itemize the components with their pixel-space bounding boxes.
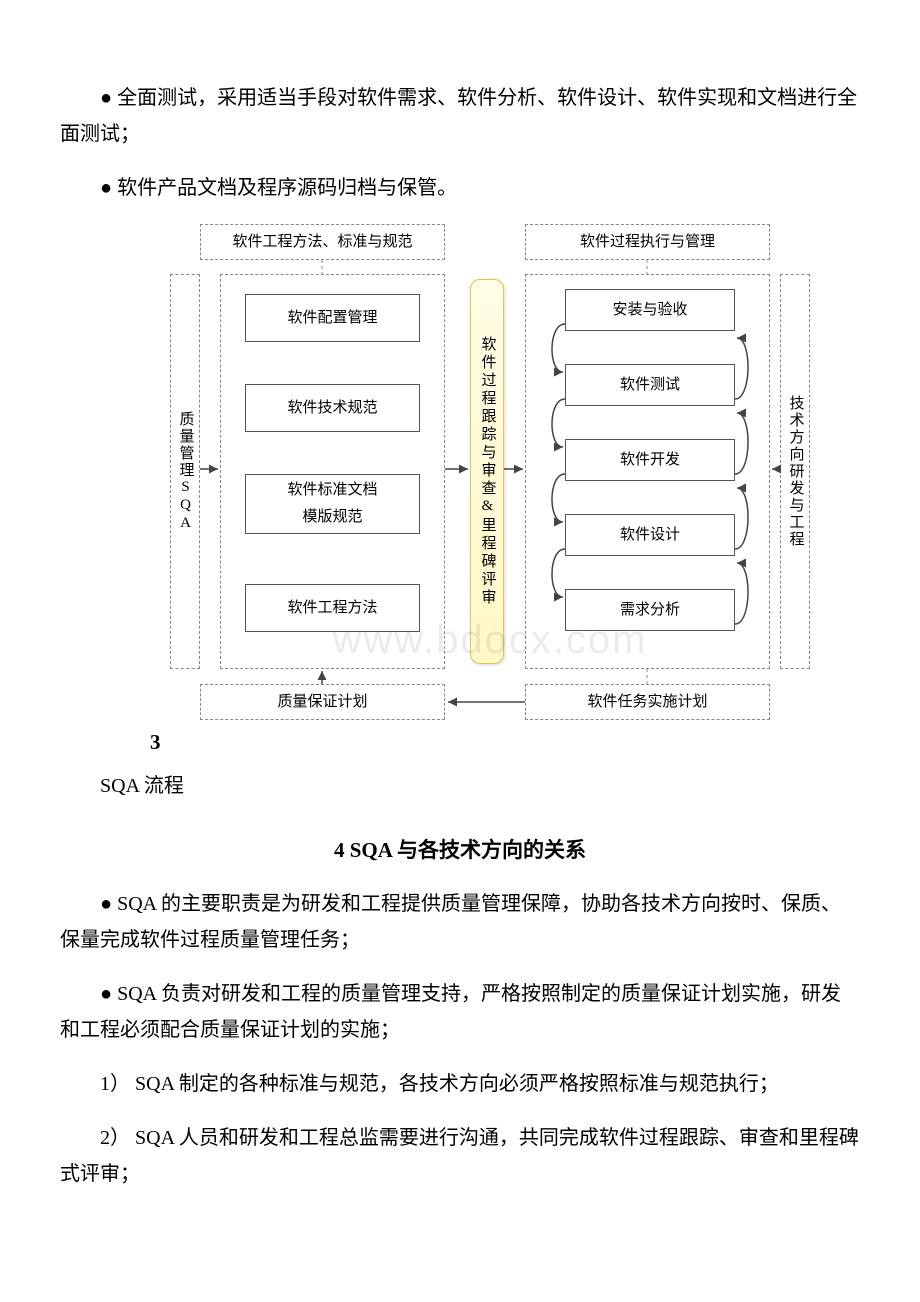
label: 软件任务实施计划 bbox=[587, 689, 707, 716]
right-box-5: 需求分析 bbox=[565, 589, 735, 631]
diagram-right-container: 技术方向研发与工程 bbox=[780, 274, 810, 669]
paragraph-numbered-2: 2） SQA 人员和研发和工程总监需要进行沟通，共同完成软件过程跟踪、审查和里程… bbox=[60, 1120, 860, 1192]
right-box-2: 软件测试 bbox=[565, 364, 735, 406]
left-box-1: 软件配置管理 bbox=[245, 294, 420, 342]
diagram-bottom-left: 质量保证计划 bbox=[200, 684, 445, 720]
left-box-2: 软件技术规范 bbox=[245, 384, 420, 432]
paragraph-bullet-1: ● 全面测试，采用适当手段对软件需求、软件分析、软件设计、软件实现和文档进行全面… bbox=[60, 80, 860, 152]
left-box-4: 软件工程方法 bbox=[245, 584, 420, 632]
sqa-flow-diagram: 软件工程方法、标准与规范 软件过程执行与管理 质量管理SQA 软件配置管理 软件… bbox=[170, 224, 810, 724]
right-box-3: 软件开发 bbox=[565, 439, 735, 481]
section-4-heading: 4 SQA 与各技术方向的关系 bbox=[60, 832, 860, 870]
label: 软件配置管理 bbox=[287, 305, 377, 332]
diagram-left-container: 质量管理SQA bbox=[170, 274, 200, 669]
diagram-bottom-right: 软件任务实施计划 bbox=[525, 684, 770, 720]
left-vertical-label: 质量管理SQA bbox=[172, 411, 199, 533]
center-label: 软件过程跟踪与审查&里程碑评审 bbox=[474, 336, 501, 607]
left-box-3: 软件标准文档 模版规范 bbox=[245, 474, 420, 534]
right-vertical-label: 技术方向研发与工程 bbox=[782, 395, 809, 548]
right-box-1: 安装与验收 bbox=[565, 289, 735, 331]
label: 软件技术规范 bbox=[287, 395, 377, 422]
label: 软件设计 bbox=[620, 522, 680, 549]
paragraph-numbered-1: 1） SQA 制定的各种标准与规范，各技术方向必须严格按照标准与规范执行； bbox=[60, 1066, 860, 1102]
label: 需求分析 bbox=[620, 597, 680, 624]
paragraph-bullet-2: ● 软件产品文档及程序源码归档与保管。 bbox=[60, 170, 860, 206]
figure-caption-text: SQA 流程 bbox=[60, 768, 860, 804]
right-box-4: 软件设计 bbox=[565, 514, 735, 556]
figure-number: 3 bbox=[150, 724, 161, 762]
label: 质量保证计划 bbox=[277, 689, 367, 716]
label: 软件开发 bbox=[620, 447, 680, 474]
label: 软件工程方法、标准与规范 bbox=[232, 229, 412, 256]
label: 安装与验收 bbox=[612, 297, 687, 324]
label: 软件测试 bbox=[620, 372, 680, 399]
paragraph-bullet-3: ● SQA 的主要职责是为研发和工程提供质量管理保障，协助各技术方向按时、保质、… bbox=[60, 886, 860, 958]
paragraph-bullet-4: ● SQA 负责对研发和工程的质量管理支持，严格按照制定的质量保证计划实施，研发… bbox=[60, 976, 860, 1048]
label: 软件标准文档 模版规范 bbox=[287, 477, 377, 531]
label: 软件工程方法 bbox=[287, 595, 377, 622]
label: 软件过程执行与管理 bbox=[580, 229, 715, 256]
diagram-top-right-header: 软件过程执行与管理 bbox=[525, 224, 770, 260]
figure-caption-row: 3 bbox=[60, 724, 860, 762]
diagram-center-column: 软件过程跟踪与审查&里程碑评审 bbox=[470, 279, 504, 664]
diagram-top-left-header: 软件工程方法、标准与规范 bbox=[200, 224, 445, 260]
